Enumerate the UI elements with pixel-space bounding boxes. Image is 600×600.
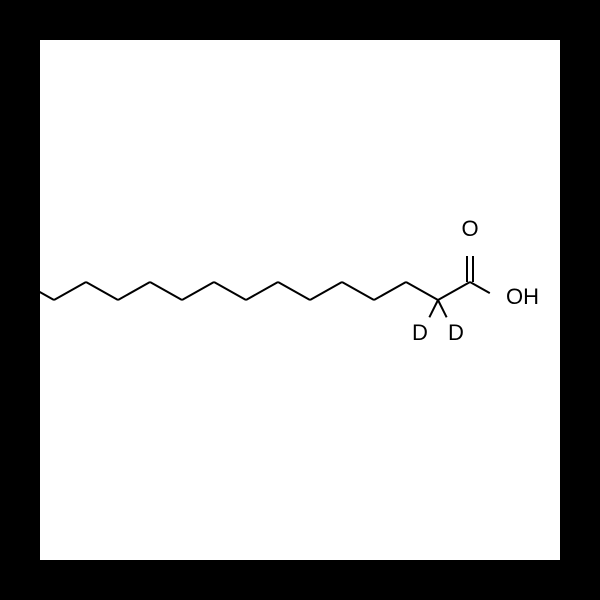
atom-label-oh: OH (506, 284, 539, 309)
bond-deuterium (438, 300, 447, 317)
molecule-diagram: O OH DD (0, 0, 600, 600)
bond (118, 282, 150, 300)
atom-label-o_dbl: O (461, 216, 478, 241)
bond (278, 282, 310, 300)
bond (150, 282, 182, 300)
bond (214, 282, 246, 300)
bond (246, 282, 278, 300)
bond-deuterium (429, 300, 438, 317)
bond (374, 282, 406, 300)
bond (86, 282, 118, 300)
bond (470, 282, 490, 293)
atom-label-d2: D (448, 320, 464, 345)
atom-label-d1: D (412, 320, 428, 345)
bond (438, 282, 470, 300)
bond (342, 282, 374, 300)
bond (310, 282, 342, 300)
bond (54, 282, 86, 300)
bond (182, 282, 214, 300)
image-border (20, 20, 580, 580)
bond (406, 282, 438, 300)
